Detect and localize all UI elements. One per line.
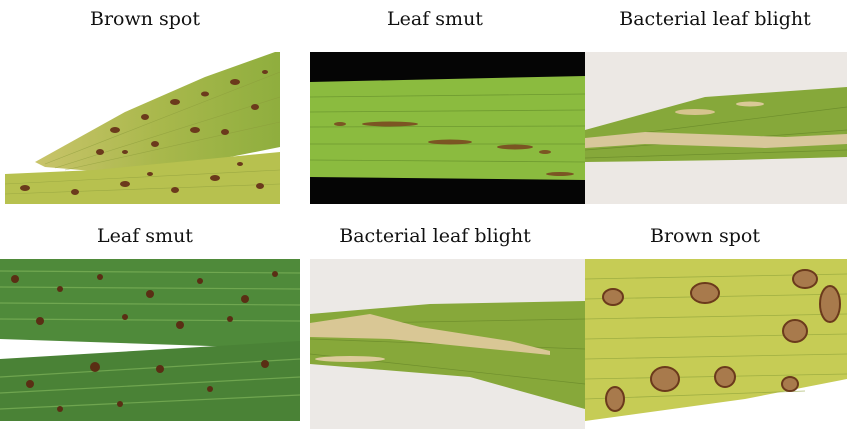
leaf-smut-leaf-image-2 [0, 259, 300, 421]
caption-brown-spot-1: Brown spot [89, 8, 200, 30]
brown-spot-leaf-image-1 [5, 52, 280, 204]
leaf-smut-leaf-image-1 [310, 52, 585, 204]
bacterial-leaf-blight-image-2 [310, 259, 585, 429]
bacterial-leaf-blight-image-1 [585, 52, 847, 204]
brown-spot-leaf-image-2 [585, 259, 847, 421]
caption-leaf-smut-2: Leaf smut [97, 225, 193, 247]
caption-leaf-smut-1: Leaf smut [387, 8, 483, 30]
caption-bacterial-leaf-blight-1: Bacterial leaf blight [619, 8, 811, 30]
caption-bacterial-leaf-blight-2: Bacterial leaf blight [339, 225, 531, 247]
caption-brown-spot-2: Brown spot [649, 225, 760, 247]
